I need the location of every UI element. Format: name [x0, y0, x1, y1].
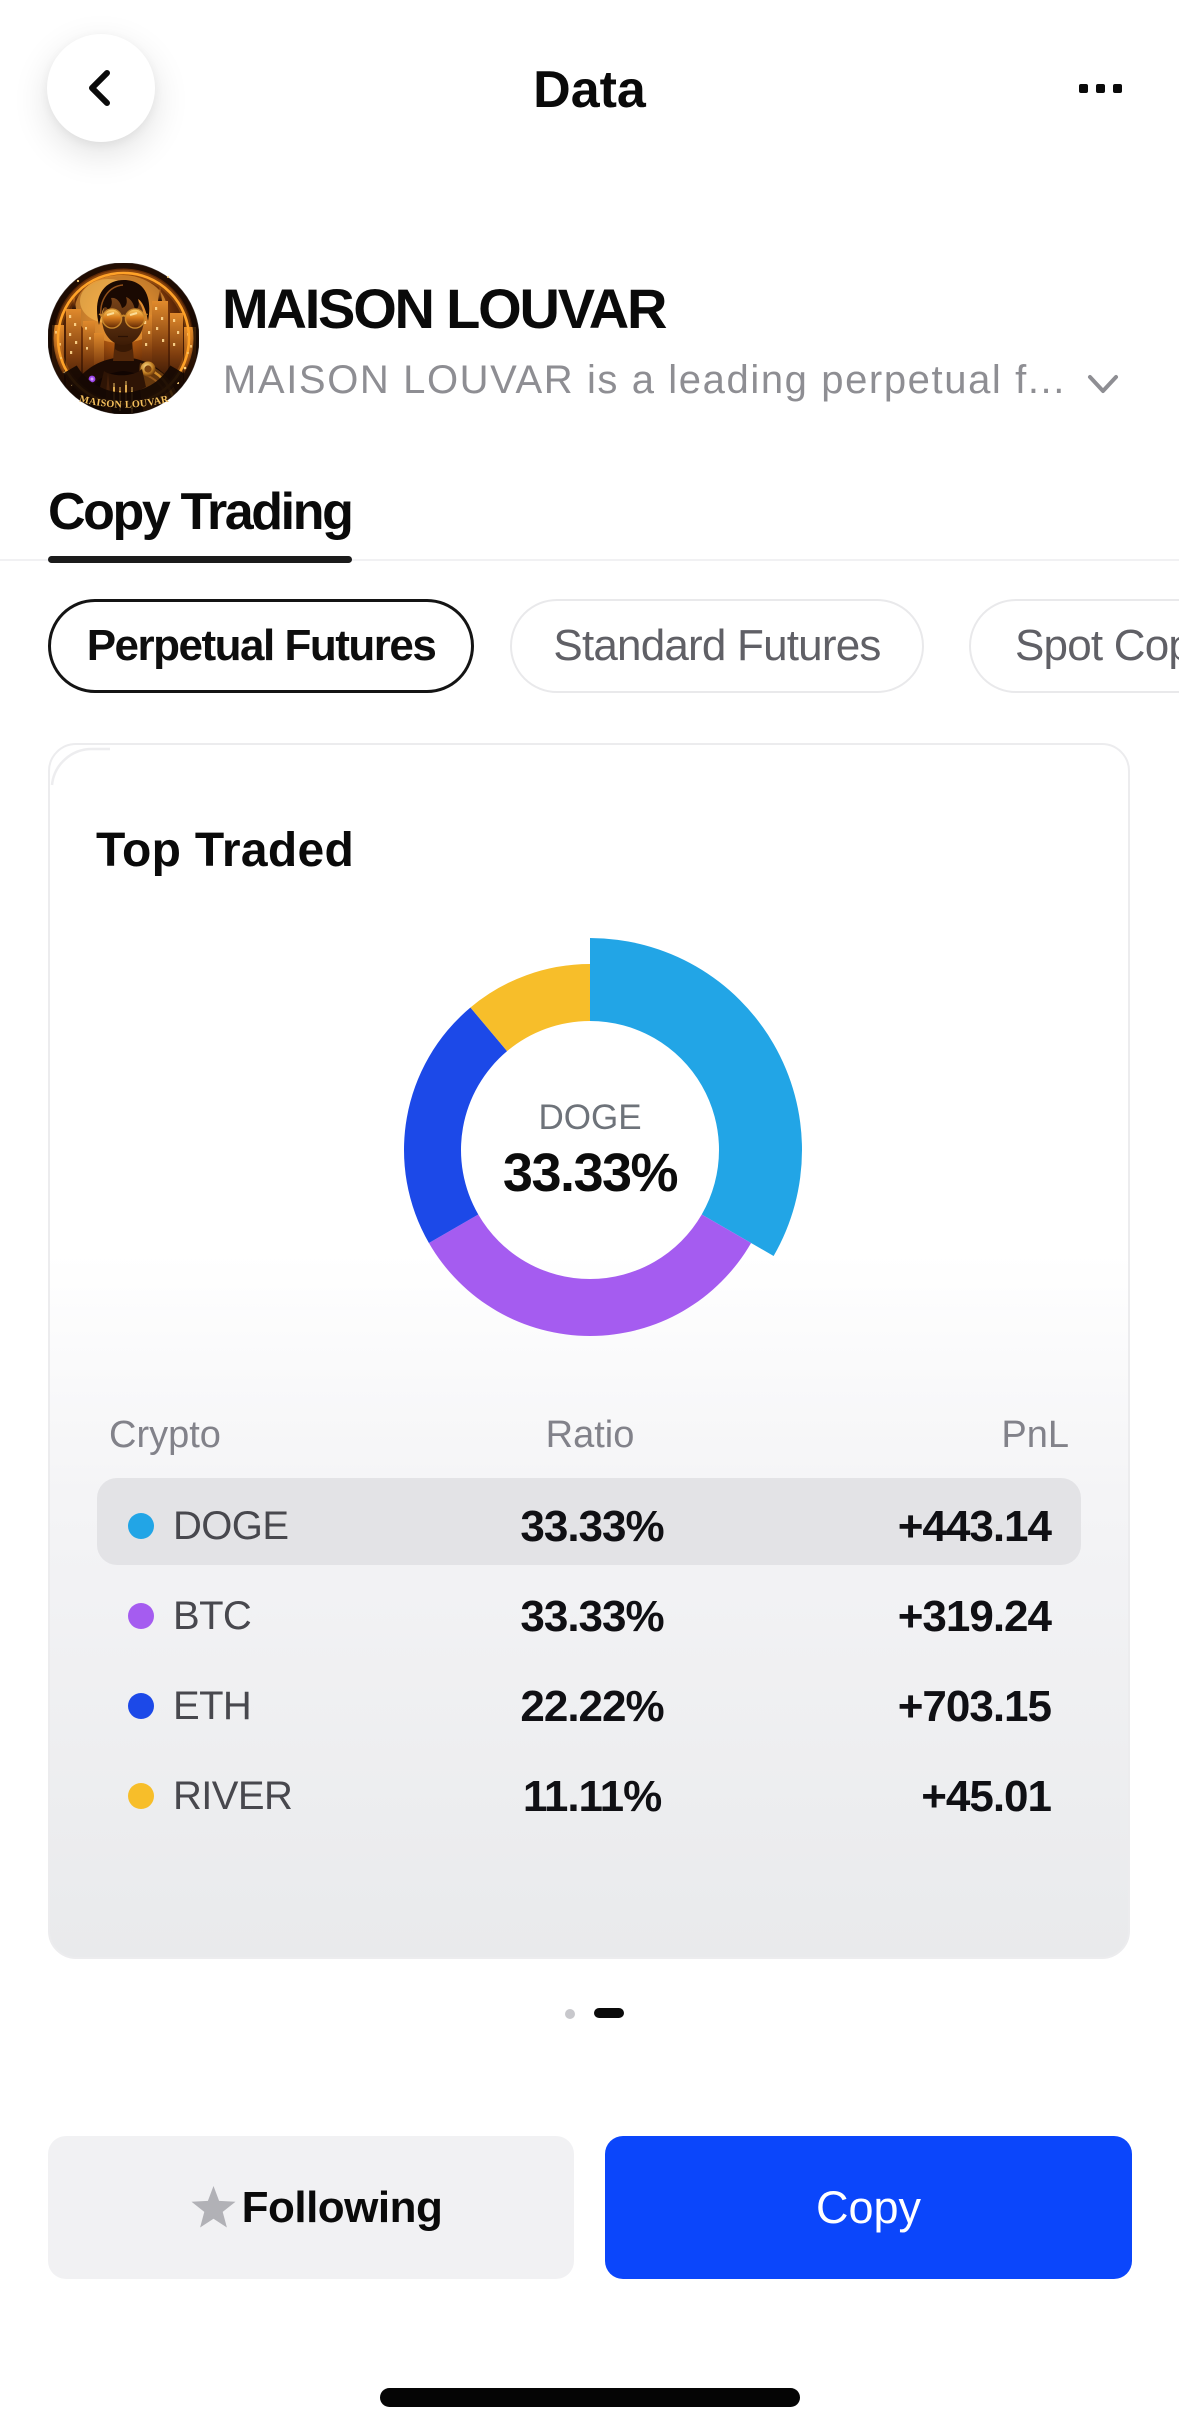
svg-text:DOGE: DOGE: [538, 1098, 641, 1137]
svg-text:33.33%: 33.33%: [503, 1143, 678, 1203]
